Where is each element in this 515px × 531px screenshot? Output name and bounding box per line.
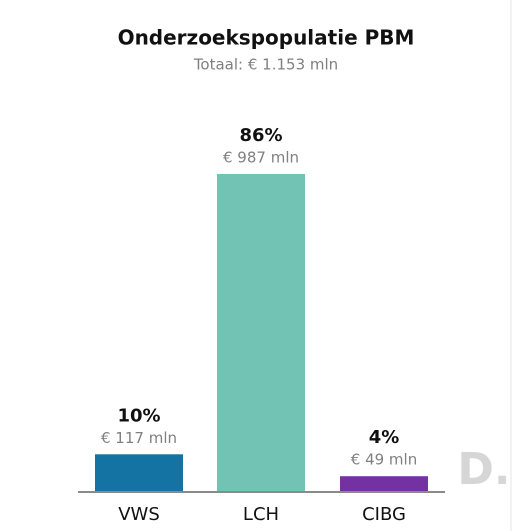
x-tick-label: CIBG — [362, 504, 406, 525]
logo: D. — [457, 444, 510, 495]
bar — [217, 174, 305, 492]
value-label: € 49 mln — [351, 451, 417, 469]
x-tick-label: VWS — [118, 504, 160, 525]
bar — [95, 454, 183, 492]
percent-label: 10% — [117, 405, 160, 426]
percent-label: 86% — [239, 125, 282, 146]
chart-title: Onderzoekspopulatie PBM — [118, 26, 415, 50]
value-label: € 987 mln — [223, 149, 299, 167]
chart-subtitle: Totaal: € 1.153 mln — [193, 56, 338, 74]
x-tick-label: LCH — [243, 504, 279, 525]
value-label: € 117 mln — [101, 429, 177, 447]
percent-label: 4% — [369, 427, 400, 448]
bar — [340, 476, 428, 492]
